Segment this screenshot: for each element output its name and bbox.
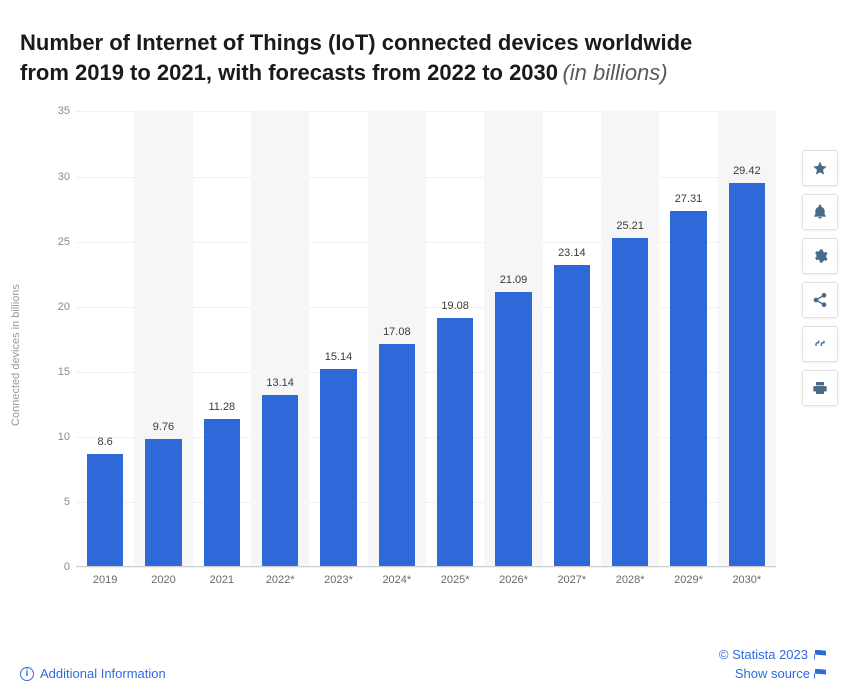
bar[interactable]: 27.31 [670, 211, 706, 567]
y-tick-label: 30 [40, 171, 70, 183]
x-tick-label: 2019 [76, 574, 134, 586]
flag-icon [814, 650, 826, 660]
x-tick-label: 2020 [134, 574, 192, 586]
bar[interactable]: 25.21 [612, 238, 648, 566]
additional-info-text: Additional Information [40, 666, 166, 681]
gear-icon[interactable] [802, 238, 838, 274]
bar-value-label: 11.28 [204, 401, 240, 413]
bar[interactable]: 9.76 [145, 439, 181, 566]
print-icon[interactable] [802, 370, 838, 406]
side-toolbar [802, 150, 838, 406]
x-tick-label: 2026* [484, 574, 542, 586]
quote-icon[interactable] [802, 326, 838, 362]
bar-value-label: 19.08 [437, 300, 473, 312]
x-tick-label: 2023* [309, 574, 367, 586]
y-axis-label: Connected devices in billions [10, 284, 22, 426]
plot-area: 051015202530358.620199.76202011.28202113… [76, 111, 776, 567]
x-tick-label: 2030* [718, 574, 776, 586]
x-tick-label: 2025* [426, 574, 484, 586]
info-icon: i [20, 667, 34, 681]
bar-value-label: 25.21 [612, 220, 648, 232]
bar-value-label: 15.14 [320, 351, 356, 363]
bar-value-label: 21.09 [495, 274, 531, 286]
x-tick-label: 2027* [543, 574, 601, 586]
bell-icon[interactable] [802, 194, 838, 230]
y-tick-label: 5 [40, 496, 70, 508]
bar[interactable]: 15.14 [320, 369, 356, 566]
show-source-text: Show source [735, 666, 810, 681]
chart-title-block: Number of Internet of Things (IoT) conne… [20, 28, 740, 87]
bar-value-label: 23.14 [554, 247, 590, 259]
bar[interactable]: 11.28 [204, 419, 240, 566]
bar[interactable]: 29.42 [729, 183, 765, 566]
chart-container: Number of Internet of Things (IoT) conne… [0, 0, 846, 695]
bar[interactable]: 19.08 [437, 318, 473, 567]
star-icon[interactable] [802, 150, 838, 186]
x-tick-label: 2021 [193, 574, 251, 586]
additional-info-link[interactable]: i Additional Information [20, 666, 166, 681]
y-tick-label: 10 [40, 431, 70, 443]
x-tick-label: 2029* [659, 574, 717, 586]
chart-footer: i Additional Information © Statista 2023… [20, 647, 826, 681]
chart-area: Connected devices in billions 0510152025… [28, 105, 788, 605]
y-tick-label: 35 [40, 105, 70, 117]
bar[interactable]: 8.6 [87, 454, 123, 566]
bar-value-label: 13.14 [262, 377, 298, 389]
y-tick-label: 20 [40, 301, 70, 313]
flag-icon [814, 669, 826, 679]
bar[interactable]: 13.14 [262, 395, 298, 566]
show-source-link[interactable]: Show source [735, 666, 826, 681]
chart-title-suffix: (in billions) [562, 60, 667, 85]
bar-value-label: 29.42 [729, 165, 765, 177]
bar[interactable]: 23.14 [554, 265, 590, 566]
share-icon[interactable] [802, 282, 838, 318]
x-tick-label: 2028* [601, 574, 659, 586]
y-tick-label: 0 [40, 561, 70, 573]
bar-value-label: 17.08 [379, 326, 415, 338]
footer-right: © Statista 2023 Show source [719, 647, 826, 681]
x-tick-label: 2024* [368, 574, 426, 586]
bar-value-label: 9.76 [145, 421, 181, 433]
y-tick-label: 25 [40, 236, 70, 248]
bar[interactable]: 17.08 [379, 344, 415, 567]
x-tick-label: 2022* [251, 574, 309, 586]
bar-value-label: 8.6 [87, 436, 123, 448]
bar-value-label: 27.31 [670, 193, 706, 205]
bar[interactable]: 21.09 [495, 292, 531, 567]
gridline [76, 567, 776, 568]
copyright-text: © Statista 2023 [719, 647, 808, 662]
y-tick-label: 15 [40, 366, 70, 378]
